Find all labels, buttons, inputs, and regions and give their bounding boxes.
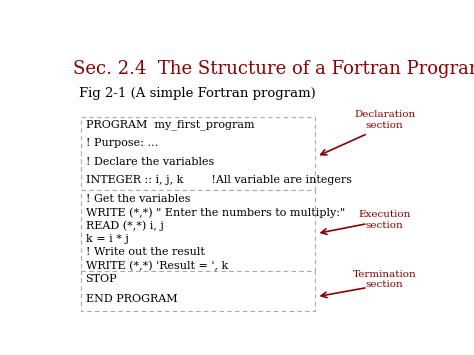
- Text: Termination
section: Termination section: [353, 270, 417, 289]
- Text: Declaration
section: Declaration section: [354, 110, 415, 130]
- Text: INTEGER :: i, j, k        !All variable are integers: INTEGER :: i, j, k !All variable are int…: [86, 175, 352, 185]
- Text: WRITE (*,*) " Enter the numbers to multiply:": WRITE (*,*) " Enter the numbers to multi…: [86, 207, 345, 218]
- Text: END PROGRAM: END PROGRAM: [86, 294, 177, 304]
- Text: Sec. 2.4  The Structure of a Fortran Program: Sec. 2.4 The Structure of a Fortran Prog…: [73, 60, 474, 77]
- Bar: [81, 271, 315, 311]
- Bar: [81, 116, 315, 190]
- Text: ! Write out the result: ! Write out the result: [86, 247, 204, 257]
- Text: WRITE (*,*) 'Result = ', k: WRITE (*,*) 'Result = ', k: [86, 261, 228, 271]
- Text: Fig 2-1 (A simple Fortran program): Fig 2-1 (A simple Fortran program): [79, 87, 315, 100]
- Text: PROGRAM  my_first_program: PROGRAM my_first_program: [86, 120, 254, 130]
- Text: Execution
section: Execution section: [358, 211, 411, 230]
- Bar: [81, 190, 315, 271]
- Text: READ (*,*) i, j: READ (*,*) i, j: [86, 220, 164, 231]
- Text: k = i * j: k = i * j: [86, 234, 128, 244]
- Text: ! Purpose: …: ! Purpose: …: [86, 138, 158, 148]
- Text: ! Get the variables: ! Get the variables: [86, 193, 190, 203]
- Text: STOP: STOP: [86, 274, 117, 284]
- Text: ! Declare the variables: ! Declare the variables: [86, 157, 214, 166]
